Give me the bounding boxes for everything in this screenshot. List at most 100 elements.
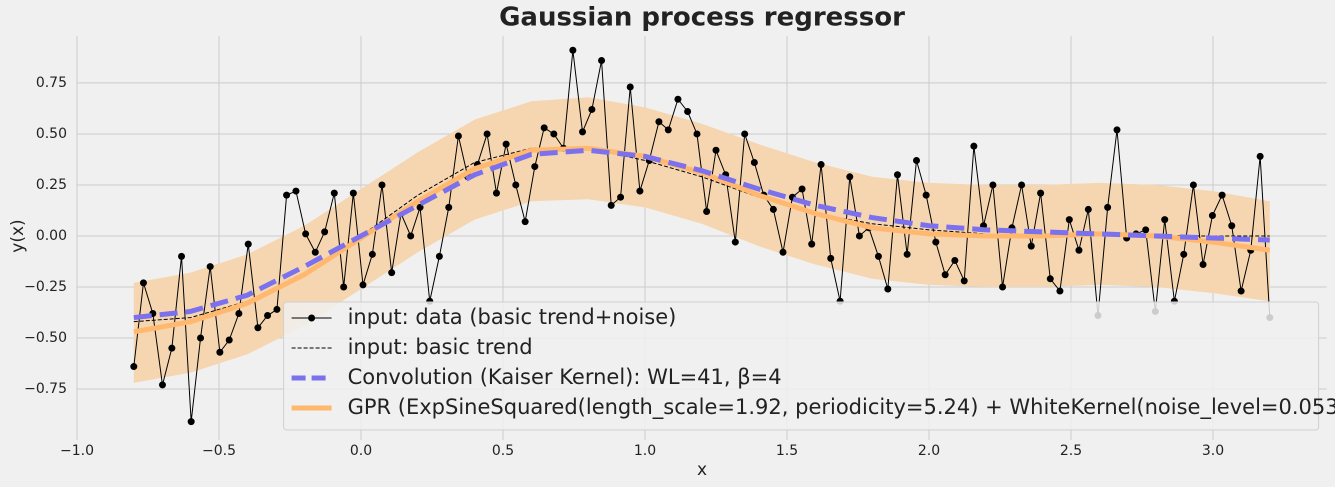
data-point [550,130,558,138]
data-point [244,240,252,248]
data-point [798,185,806,193]
y-axis-label: y(x) [8,219,28,252]
data-point [388,269,396,277]
data-point [1084,205,1092,213]
data-point [922,191,930,199]
data-point [531,163,539,171]
data-point [846,173,854,181]
data-point [1113,126,1121,134]
x-tick-label: 2.0 [918,443,940,459]
data-point [340,283,348,291]
data-point [960,277,968,285]
data-point [617,193,625,201]
data-point [941,271,949,279]
data-point [607,201,615,209]
data-point [178,252,186,260]
data-point [454,132,462,140]
data-point [1199,261,1207,269]
data-point [1208,212,1216,220]
data-point [903,250,911,258]
data-point [197,334,205,342]
data-point [989,181,997,189]
data-point [598,56,606,64]
data-point [884,285,892,293]
data-point [1046,275,1054,283]
data-point [368,250,376,258]
y-tick-label: −0.50 [24,330,67,346]
data-point [225,336,233,344]
data-point [483,130,491,138]
data-point [206,263,214,271]
data-point [1218,191,1226,199]
data-point [970,142,978,150]
x-tick-label: 1.0 [634,443,656,459]
legend: input: data (basic trend+noise) input: ba… [283,301,1335,431]
data-point [674,95,682,103]
legend-box [283,301,1320,431]
data-point [283,191,291,199]
y-tick-label: 0.75 [36,75,67,91]
y-tick-label: 0.00 [36,228,67,244]
data-point [703,207,711,215]
data-point [932,238,940,246]
legend-marker [308,314,316,322]
data-point [139,279,147,287]
data-point [378,181,386,189]
data-point [292,187,300,195]
data-point [264,312,272,320]
data-point [1228,222,1236,230]
data-point [273,305,281,313]
data-point [741,130,749,138]
data-point [216,348,224,356]
data-point [158,381,166,389]
data-point [311,248,319,256]
series-line [133,147,1270,323]
data-point [750,159,758,167]
y-tick-label: −0.75 [24,381,67,397]
x-tick-label: 2.5 [1060,443,1082,459]
data-point [445,203,453,211]
data-point [808,240,816,248]
data-point [655,118,663,126]
data-point [913,156,921,164]
data-point [693,130,701,138]
legend-label: input: basic trend [348,335,533,359]
data-point [302,230,310,238]
data-point [855,232,863,240]
data-point [588,105,596,113]
data-point [168,344,176,352]
data-point [359,281,367,289]
data-point [1237,287,1245,295]
legend-label: input: data (basic trend+noise) [348,305,677,329]
data-point [187,418,195,426]
data-point [827,254,835,262]
data-point [1075,246,1083,254]
x-tick-label: 0.5 [492,443,514,459]
data-point [999,283,1007,291]
data-point [769,205,777,213]
x-axis-label: x [697,460,707,480]
data-point [1189,181,1197,189]
data-point [779,248,787,256]
data-point [235,309,243,317]
data-point [540,124,548,132]
chart-title: Gaussian process regressor [499,3,905,33]
data-point [712,146,720,154]
legend-label: GPR (ExpSineSquared(length_scale=1.92, p… [348,395,1335,420]
data-point [684,107,692,115]
series-line [133,147,1270,321]
x-tick-label: −0.5 [202,443,236,459]
data-point [1056,287,1064,295]
data-point [569,46,577,54]
data-point [521,218,529,226]
data-point [349,189,357,197]
y-tick-label: −0.25 [24,279,67,295]
data-point [874,252,882,260]
y-tick-label: 0.50 [36,126,67,142]
data-point [492,189,500,197]
data-point [1142,226,1150,234]
legend-label: Convolution (Kaiser Kernel): WL=41, β=4 [348,365,782,389]
data-point [1018,181,1026,189]
data-point [254,324,262,332]
